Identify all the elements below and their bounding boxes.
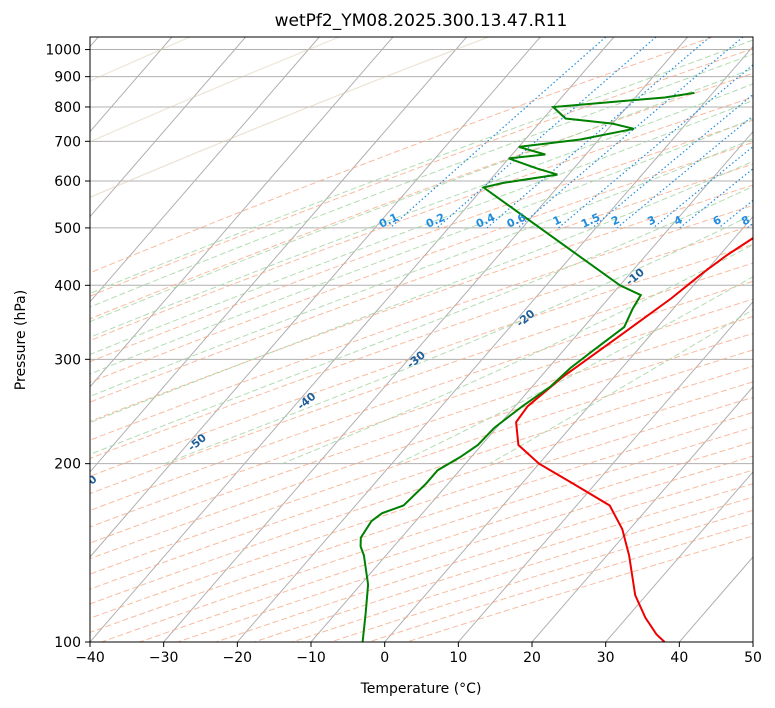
x-tick-label: −10 — [296, 650, 326, 666]
dry-adiabat — [90, 184, 753, 422]
dry-adiabat — [90, 37, 713, 274]
plot-frame — [89, 36, 754, 643]
moist-adiabat — [397, 276, 753, 465]
isotherm-label: -20 — [514, 307, 538, 330]
mixing-ratio-label: 1 — [551, 213, 563, 228]
dry-adiabat — [90, 141, 753, 383]
mixing-ratio-label: 10 — [759, 211, 775, 229]
axes: −40 −30 −20 −10 0 10 20 30 40 50 100 200 300 400 500 60… — [45, 43, 762, 666]
mixing-ratio-line — [558, 64, 753, 229]
mixing-ratio-line — [436, 37, 657, 229]
y-tick-label: 500 — [54, 221, 81, 237]
y-tick-label: 900 — [54, 70, 81, 86]
moist-adiabat — [90, 118, 753, 375]
x-tick-label: 30 — [597, 650, 615, 666]
mixing-ratio-label: 2 — [609, 213, 621, 228]
x-tick-label: −40 — [75, 650, 105, 666]
isotherm-gridline — [531, 386, 753, 642]
y-axis-label: Pressure (hPa) — [13, 290, 29, 390]
isotherm-label: -60 — [76, 472, 100, 495]
isotherm-gridline — [678, 556, 753, 642]
mixing-ratio-line — [486, 37, 711, 229]
isotherm-gridline — [457, 300, 753, 642]
x-tick-label: 50 — [744, 650, 762, 666]
dry-adiabat — [215, 469, 753, 642]
x-tick-label: 0 — [380, 650, 389, 666]
y-tick-label: 100 — [54, 635, 81, 651]
gray-label: 0 — [766, 236, 775, 251]
moist-adiabat — [90, 83, 753, 338]
background-lines — [90, 37, 775, 642]
dry-adiabat — [90, 349, 753, 575]
isotherm-gridline — [90, 37, 615, 642]
mixing-ratio-line — [770, 37, 775, 228]
moist-adiabat — [90, 185, 753, 455]
moist-adiabat — [90, 160, 753, 424]
y-tick-label: 800 — [54, 100, 81, 116]
dry-adiabat — [90, 262, 753, 495]
data-lines — [359, 91, 753, 642]
mixing-ratio-line — [616, 115, 753, 229]
dry-adiabat — [90, 204, 753, 441]
outer-curve — [90, 37, 191, 82]
mixing-ratio-label: 4 — [672, 213, 685, 228]
isotherm-gridline — [90, 37, 320, 303]
isotherm-gridline — [310, 130, 753, 642]
mixing-ratio-line — [389, 37, 607, 229]
isotherm-gridline — [236, 45, 753, 642]
moist-adiabat — [164, 213, 753, 465]
outer-curve — [90, 37, 489, 199]
moist-adiabat — [90, 99, 753, 356]
dry-adiabat — [90, 411, 753, 633]
chart-title: wetPf2_YM08.2025.300.13.47.R11 — [275, 11, 568, 31]
dry-adiabat — [90, 315, 753, 544]
mixing-ratio-line — [591, 93, 753, 229]
mixing-ratio-line — [517, 37, 744, 229]
y-tick-label: 600 — [54, 174, 81, 190]
outer-curve — [90, 37, 340, 143]
isotherm-gridline — [90, 37, 394, 388]
moist-adiabat — [90, 53, 753, 308]
y-tick-label: 200 — [54, 457, 81, 473]
line-labels: 0.10.20.40.611.52346810131620253036-100-… — [76, 211, 775, 496]
x-tick-label: 10 — [449, 650, 467, 666]
isotherm-gridline — [90, 37, 467, 473]
dry-adiabat — [90, 224, 753, 460]
y-tick-label: 700 — [54, 134, 81, 150]
x-tick-label: −20 — [223, 650, 253, 666]
y-tick-label: 300 — [54, 352, 81, 368]
dry-adiabat — [90, 280, 753, 512]
moist-adiabat — [90, 67, 753, 323]
isotherm-gridline — [752, 641, 753, 642]
dry-adiabat — [90, 332, 753, 560]
y-tick-label: 1000 — [45, 43, 81, 59]
temperature-profile-line — [515, 237, 753, 642]
y-tick-label: 400 — [54, 278, 81, 294]
x-axis-label: Temperature (°C) — [360, 681, 482, 697]
isotherm-gridline — [90, 37, 246, 218]
dry-adiabat — [90, 163, 753, 403]
isotherm-gridline — [163, 37, 688, 642]
moist-adiabat — [489, 309, 753, 465]
dry-adiabat — [90, 48, 753, 297]
dry-adiabat — [90, 72, 753, 320]
dry-adiabat — [101, 426, 753, 642]
x-tick-label: −30 — [149, 650, 179, 666]
dry-adiabat — [90, 396, 753, 619]
dry-adiabat — [90, 365, 753, 590]
x-tick-label: 40 — [670, 650, 688, 666]
isotherm-gridline — [384, 215, 753, 642]
isotherm-label: -50 — [185, 431, 209, 454]
mixing-ratio-line — [718, 199, 753, 229]
x-tick-label: 20 — [523, 650, 541, 666]
dry-adiabat — [90, 96, 753, 342]
mixing-ratio-line — [679, 167, 753, 229]
moist-adiabat — [90, 138, 753, 397]
dewpoint-profile-line — [359, 91, 695, 642]
isotherm-gridline — [90, 37, 541, 558]
